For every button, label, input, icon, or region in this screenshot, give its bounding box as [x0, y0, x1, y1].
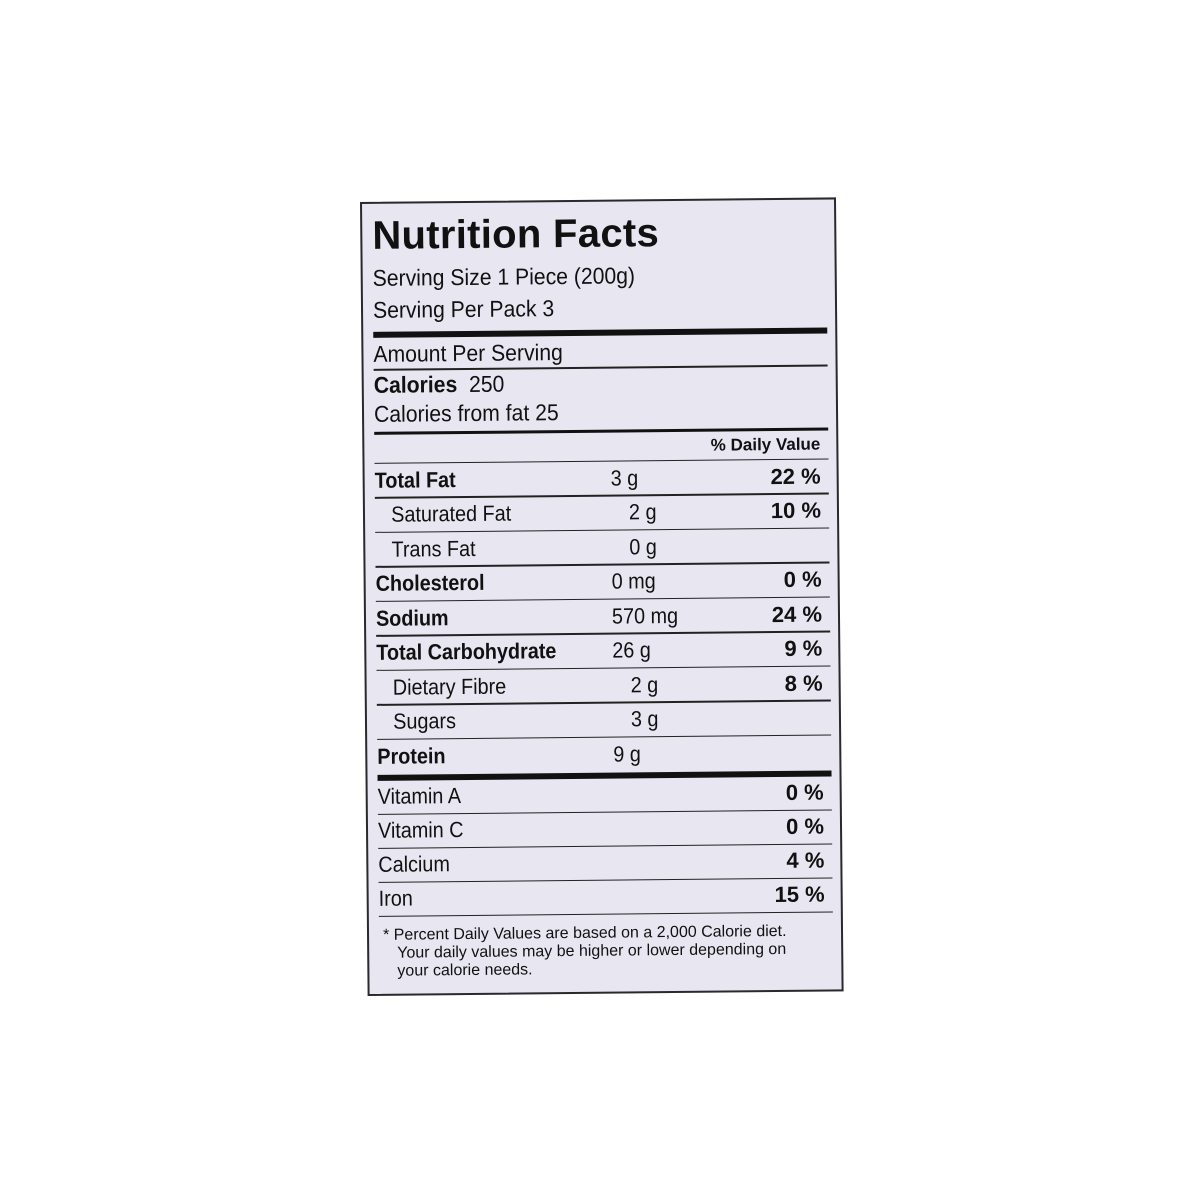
- nutrient-percent: 9 %: [784, 635, 823, 661]
- nutrient-percent: 10 %: [770, 497, 822, 524]
- nutrient-amount: 9 g: [613, 740, 641, 767]
- vitamin-row: Vitamin A 0 %: [378, 777, 832, 814]
- nutrient-amount: 26 g: [612, 637, 651, 663]
- vitamin-row: Vitamin C 0 %: [378, 810, 832, 847]
- daily-value-header: % Daily Value: [710, 434, 821, 455]
- nutrient-amount: 570 mg: [611, 602, 679, 629]
- vitamin-name: Vitamin A: [377, 783, 462, 810]
- nutrient-list: Total Fat 3 g 22 % Saturated Fat 2 g 10 % Tran…: [375, 460, 832, 773]
- nutrient-name: Sugars: [393, 708, 457, 734]
- nutrient-percent: 24 %: [771, 601, 823, 627]
- nutrient-name: Saturated Fat: [391, 500, 512, 527]
- nutrient-name: Total Fat: [374, 466, 456, 493]
- nutrient-percent: [733, 752, 831, 753]
- nutrient-name: Protein: [377, 742, 446, 769]
- vitamin-percent: 0 %: [785, 779, 824, 806]
- calories-row: Calories 250: [374, 366, 792, 399]
- nutrient-amount: 3 g: [610, 464, 639, 491]
- vitamin-name: Vitamin C: [377, 817, 464, 844]
- serving-size: Serving Size 1 Piece (200g): [372, 262, 636, 291]
- calories-value: 250: [468, 370, 505, 397]
- nutrient-row: Dietary Fibre 2 g 8 %: [377, 667, 831, 704]
- nutrient-name: Trans Fat: [391, 535, 476, 562]
- nutrient-percent: 8 %: [784, 670, 823, 696]
- amount-per-serving: Amount Per Serving: [373, 339, 563, 367]
- nutrient-row: Trans Fat 0 g: [375, 529, 829, 566]
- vitamin-name: Calcium: [378, 851, 450, 878]
- vitamin-percent: 0 %: [785, 813, 825, 840]
- servings-per-pack: Serving Per Pack 3: [372, 295, 555, 323]
- nutrient-name: Total Carbohydrate: [376, 638, 557, 665]
- nutrient-percent: [751, 718, 831, 719]
- nutrient-amount: 0 g: [629, 533, 657, 559]
- nutrient-amount: 3 g: [630, 706, 659, 732]
- vitamin-list: Vitamin A 0 % Vitamin C 0 % Calcium 4 % Iron 15…: [378, 777, 833, 917]
- calories-label: Calories: [373, 370, 458, 398]
- label-title: Nutrition Facts: [372, 211, 660, 258]
- nutrient-percent: 22 %: [770, 463, 821, 489]
- nutrient-amount: 2 g: [630, 671, 659, 697]
- vitamin-name: Iron: [378, 885, 413, 912]
- nutrient-row: Sugars 3 g: [377, 701, 831, 738]
- nutrient-row: Cholesterol 0 mg 0 %: [376, 563, 830, 600]
- nutrient-name: Sodium: [375, 604, 449, 631]
- nutrient-amount: 0 mg: [611, 568, 656, 594]
- nutrient-percent: [749, 545, 829, 546]
- nutrition-facts-label: Nutrition Facts Serving Size 1 Piece (20…: [360, 197, 844, 996]
- nutrient-row: Total Carbohydrate 26 g 9 %: [376, 632, 830, 669]
- vitamin-row: Calcium 4 %: [378, 844, 832, 881]
- nutrient-row: Protein 9 g: [377, 736, 831, 773]
- vitamin-row: Iron 15 %: [379, 878, 833, 915]
- nutrient-percent: 0 %: [783, 566, 822, 592]
- vitamin-percent: 4 %: [786, 847, 825, 874]
- nutrient-row: Sodium 570 mg 24 %: [376, 598, 830, 635]
- nutrient-row: Total Fat 3 g 22 %: [375, 460, 829, 497]
- nutrient-row: Saturated Fat 2 g 10 %: [375, 494, 829, 531]
- footnote-line: your calorie needs.: [397, 961, 533, 980]
- footnote: * Percent Daily Values are based on a 2,…: [379, 922, 833, 980]
- calories-from-fat: Calories from fat 25: [373, 398, 559, 427]
- nutrient-amount: 2 g: [628, 499, 657, 525]
- nutrient-name: Dietary Fibre: [392, 673, 507, 700]
- vitamin-percent: 15 %: [774, 881, 825, 908]
- nutrient-name: Cholesterol: [375, 569, 485, 596]
